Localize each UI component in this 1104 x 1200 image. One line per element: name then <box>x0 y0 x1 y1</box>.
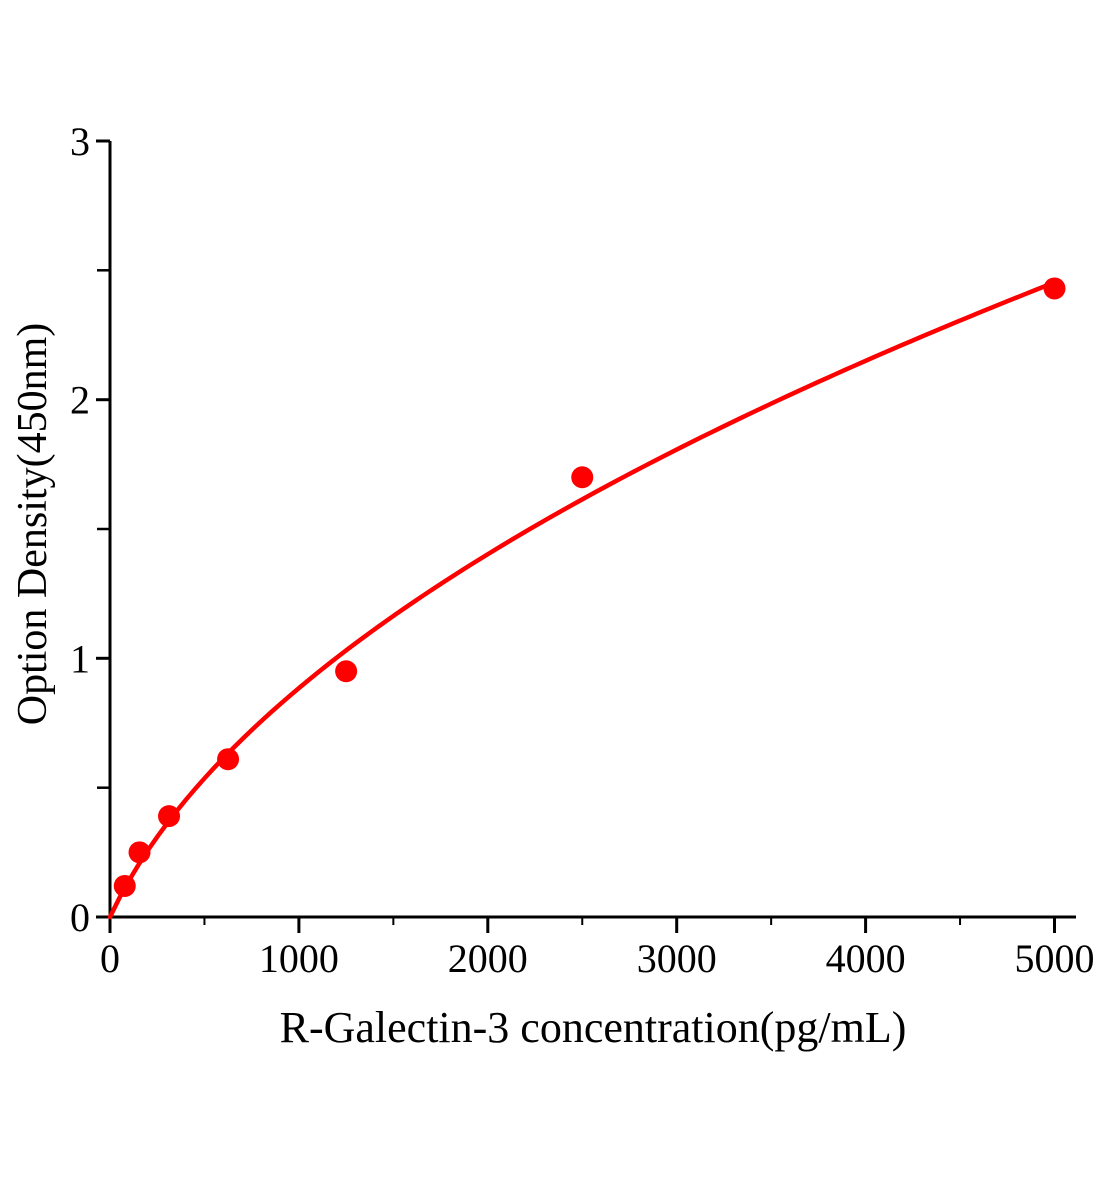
svg-text:5000: 5000 <box>1015 936 1095 981</box>
svg-text:R-Galectin-3 concentration(pg/: R-Galectin-3 concentration(pg/mL) <box>280 1003 907 1052</box>
svg-text:1000: 1000 <box>259 936 339 981</box>
svg-text:2000: 2000 <box>448 936 528 981</box>
svg-text:Option Density(450nm): Option Density(450nm) <box>10 323 56 725</box>
svg-text:4000: 4000 <box>826 936 906 981</box>
svg-text:3000: 3000 <box>637 936 717 981</box>
svg-text:3: 3 <box>70 119 90 164</box>
svg-text:1: 1 <box>70 636 90 681</box>
svg-text:0: 0 <box>100 936 120 981</box>
svg-text:2: 2 <box>70 378 90 423</box>
svg-text:0: 0 <box>70 895 90 940</box>
